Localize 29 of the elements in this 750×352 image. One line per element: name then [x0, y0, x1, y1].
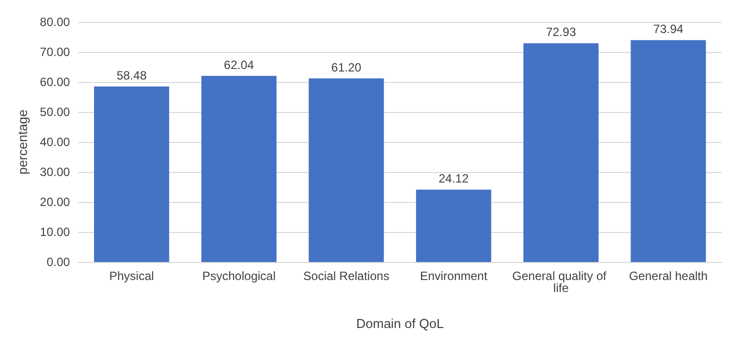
bar — [523, 43, 599, 262]
data-label: 73.94 — [653, 22, 684, 36]
y-tick-label: 70.00 — [40, 45, 70, 59]
y-axis-title: percentage — [15, 109, 30, 175]
data-label: 62.04 — [224, 58, 254, 72]
y-tick-label: 20.00 — [40, 195, 70, 209]
bar — [630, 40, 706, 262]
x-axis-title: Domain of QoL — [356, 316, 444, 331]
y-tick-label: 10.00 — [40, 225, 70, 239]
bar — [201, 76, 277, 262]
x-tick-label: Social Relations — [303, 269, 390, 283]
x-tick-label: Physical — [109, 269, 154, 283]
y-tick-label: 0.00 — [46, 255, 70, 269]
y-tick-label: 80.00 — [40, 15, 70, 29]
data-label: 58.48 — [116, 68, 147, 83]
x-tick-label: General health — [628, 269, 708, 283]
x-tick-label: Psychological — [202, 269, 276, 283]
x-tick-label: General quality of life — [512, 269, 610, 295]
bar — [308, 78, 384, 262]
bar — [94, 86, 170, 262]
x-tick-label: Environment — [420, 269, 488, 283]
data-label: 24.12 — [438, 172, 469, 186]
y-tick-label: 30.00 — [40, 165, 70, 179]
data-label: 72.93 — [546, 25, 576, 40]
bar — [416, 190, 492, 262]
y-tick-label: 40.00 — [40, 135, 70, 149]
data-label: 61.20 — [331, 60, 362, 74]
y-tick-label: 60.00 — [40, 75, 70, 89]
y-tick-label: 50.00 — [40, 105, 70, 119]
